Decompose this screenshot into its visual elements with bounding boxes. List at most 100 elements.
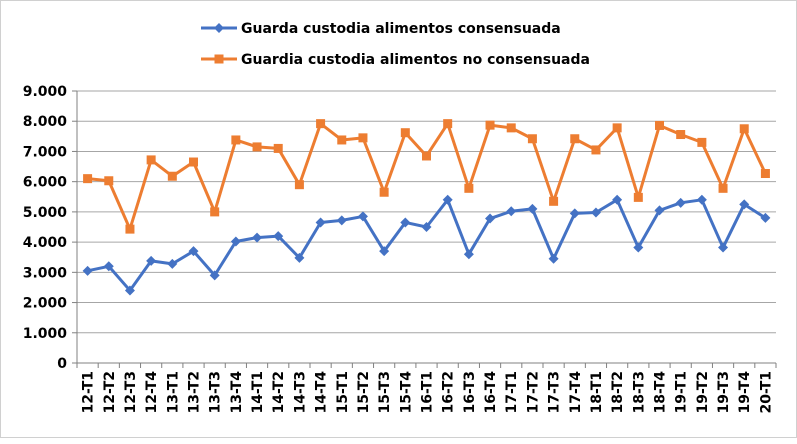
data-point <box>231 135 241 145</box>
axes <box>76 91 776 364</box>
data-point <box>82 265 93 276</box>
x-tick-label: 15-T2 <box>356 371 372 414</box>
x-tick-label: 13-T2 <box>187 371 203 414</box>
data-point <box>549 196 559 206</box>
data-point <box>83 174 93 184</box>
data-point <box>125 224 135 234</box>
data-point <box>252 232 263 243</box>
x-axis-ticks: 12-T1 12-T2 12-T3 12-T4 13-T1 13-T2 13-T3 13-T4… <box>76 363 777 414</box>
x-tick-label: 13-T3 <box>208 371 224 414</box>
x-tick-label: 16-T3 <box>462 371 478 414</box>
data-point <box>655 120 664 130</box>
legend-label: Guarda custodia alimentos consensuada <box>241 21 561 37</box>
data-point <box>739 199 750 210</box>
data-point <box>189 157 198 167</box>
data-point <box>421 222 432 232</box>
data-point <box>760 212 771 223</box>
data-point <box>210 207 220 217</box>
data-point <box>167 171 177 181</box>
legend-marker <box>214 23 224 33</box>
data-point <box>506 123 516 133</box>
legend-label: Guardia custodia alimentos no consensuad… <box>241 52 590 68</box>
y-tick-label: 4.000 <box>23 235 68 251</box>
data-point <box>676 130 686 140</box>
x-tick-label: 15-T3 <box>377 371 393 414</box>
legend: Guarda custodia alimentos consensuada Gua… <box>201 21 590 68</box>
data-point <box>570 134 580 144</box>
y-tick-label: 3.000 <box>23 265 68 281</box>
data-point <box>463 249 474 260</box>
data-point <box>103 261 114 272</box>
data-point <box>590 207 601 218</box>
data-point <box>252 142 262 152</box>
x-tick-label: 14-T3 <box>292 371 308 414</box>
data-point <box>591 145 601 155</box>
data-point <box>675 197 686 208</box>
data-point <box>400 128 410 138</box>
x-tick-label: 19-T2 <box>695 371 711 414</box>
data-point <box>188 246 199 257</box>
x-tick-label: 13-T1 <box>165 371 181 414</box>
data-point <box>464 183 474 193</box>
x-tick-label: 12-T1 <box>81 371 97 414</box>
data-point <box>485 120 495 130</box>
x-tick-label: 18-T3 <box>631 371 647 414</box>
data-point <box>146 255 157 266</box>
x-tick-label: 14-T4 <box>314 371 330 414</box>
data-point <box>612 123 622 133</box>
data-point <box>337 135 347 145</box>
y-tick-label: 1.000 <box>23 326 68 342</box>
x-tick-label: 16-T4 <box>483 371 499 414</box>
gridlines <box>77 90 776 334</box>
data-point <box>442 194 453 205</box>
data-point <box>696 194 707 205</box>
data-point <box>697 137 707 147</box>
data-point <box>633 192 643 202</box>
y-tick-label: 2.000 <box>23 296 68 312</box>
legend-marker <box>214 54 224 64</box>
data-point <box>230 236 241 247</box>
data-point <box>316 119 326 129</box>
x-tick-label: 12-T4 <box>144 371 160 414</box>
x-tick-label: 17-T2 <box>525 371 541 414</box>
x-tick-label: 18-T1 <box>589 371 605 414</box>
data-point <box>358 133 368 143</box>
data-point <box>104 176 114 186</box>
data-point <box>315 217 326 228</box>
y-tick-label: 7.000 <box>23 144 68 160</box>
y-axis-ticks: 0 1.000 2.000 3.000 4.000 5.000 6.000 7.000 8.00… <box>23 84 77 372</box>
series-line <box>87 122 767 231</box>
x-tick-label: 19-T3 <box>716 371 732 414</box>
data-point <box>273 231 284 242</box>
data-point <box>422 151 431 161</box>
x-tick-label: 13-T4 <box>229 371 245 414</box>
data-point <box>294 180 304 190</box>
x-tick-label: 16-T1 <box>420 371 436 414</box>
data-point <box>718 183 728 193</box>
series-line <box>87 198 767 292</box>
x-tick-label: 12-T3 <box>123 371 139 414</box>
y-tick-label: 5.000 <box>23 205 68 221</box>
x-tick-label: 17-T3 <box>547 371 563 414</box>
x-tick-label: 19-T4 <box>737 371 753 414</box>
y-tick-label: 6.000 <box>23 175 68 191</box>
x-tick-label: 20-T1 <box>758 371 774 414</box>
x-tick-label: 19-T1 <box>674 371 690 414</box>
y-tick-label: 9.000 <box>23 84 68 100</box>
x-tick-label: 17-T1 <box>504 371 520 414</box>
data-point <box>527 203 538 214</box>
x-tick-label: 15-T1 <box>335 371 351 414</box>
data-point <box>506 206 517 217</box>
data-point <box>485 213 496 224</box>
data-point <box>760 169 770 179</box>
data-point <box>357 211 368 222</box>
x-tick-label: 18-T2 <box>610 371 626 414</box>
x-tick-label: 12-T2 <box>102 371 118 414</box>
x-tick-label: 18-T4 <box>653 371 669 414</box>
y-tick-label: 0 <box>57 356 67 372</box>
data-point <box>146 155 156 165</box>
data-point <box>633 242 644 253</box>
data-point <box>739 124 749 134</box>
data-point <box>569 208 580 219</box>
